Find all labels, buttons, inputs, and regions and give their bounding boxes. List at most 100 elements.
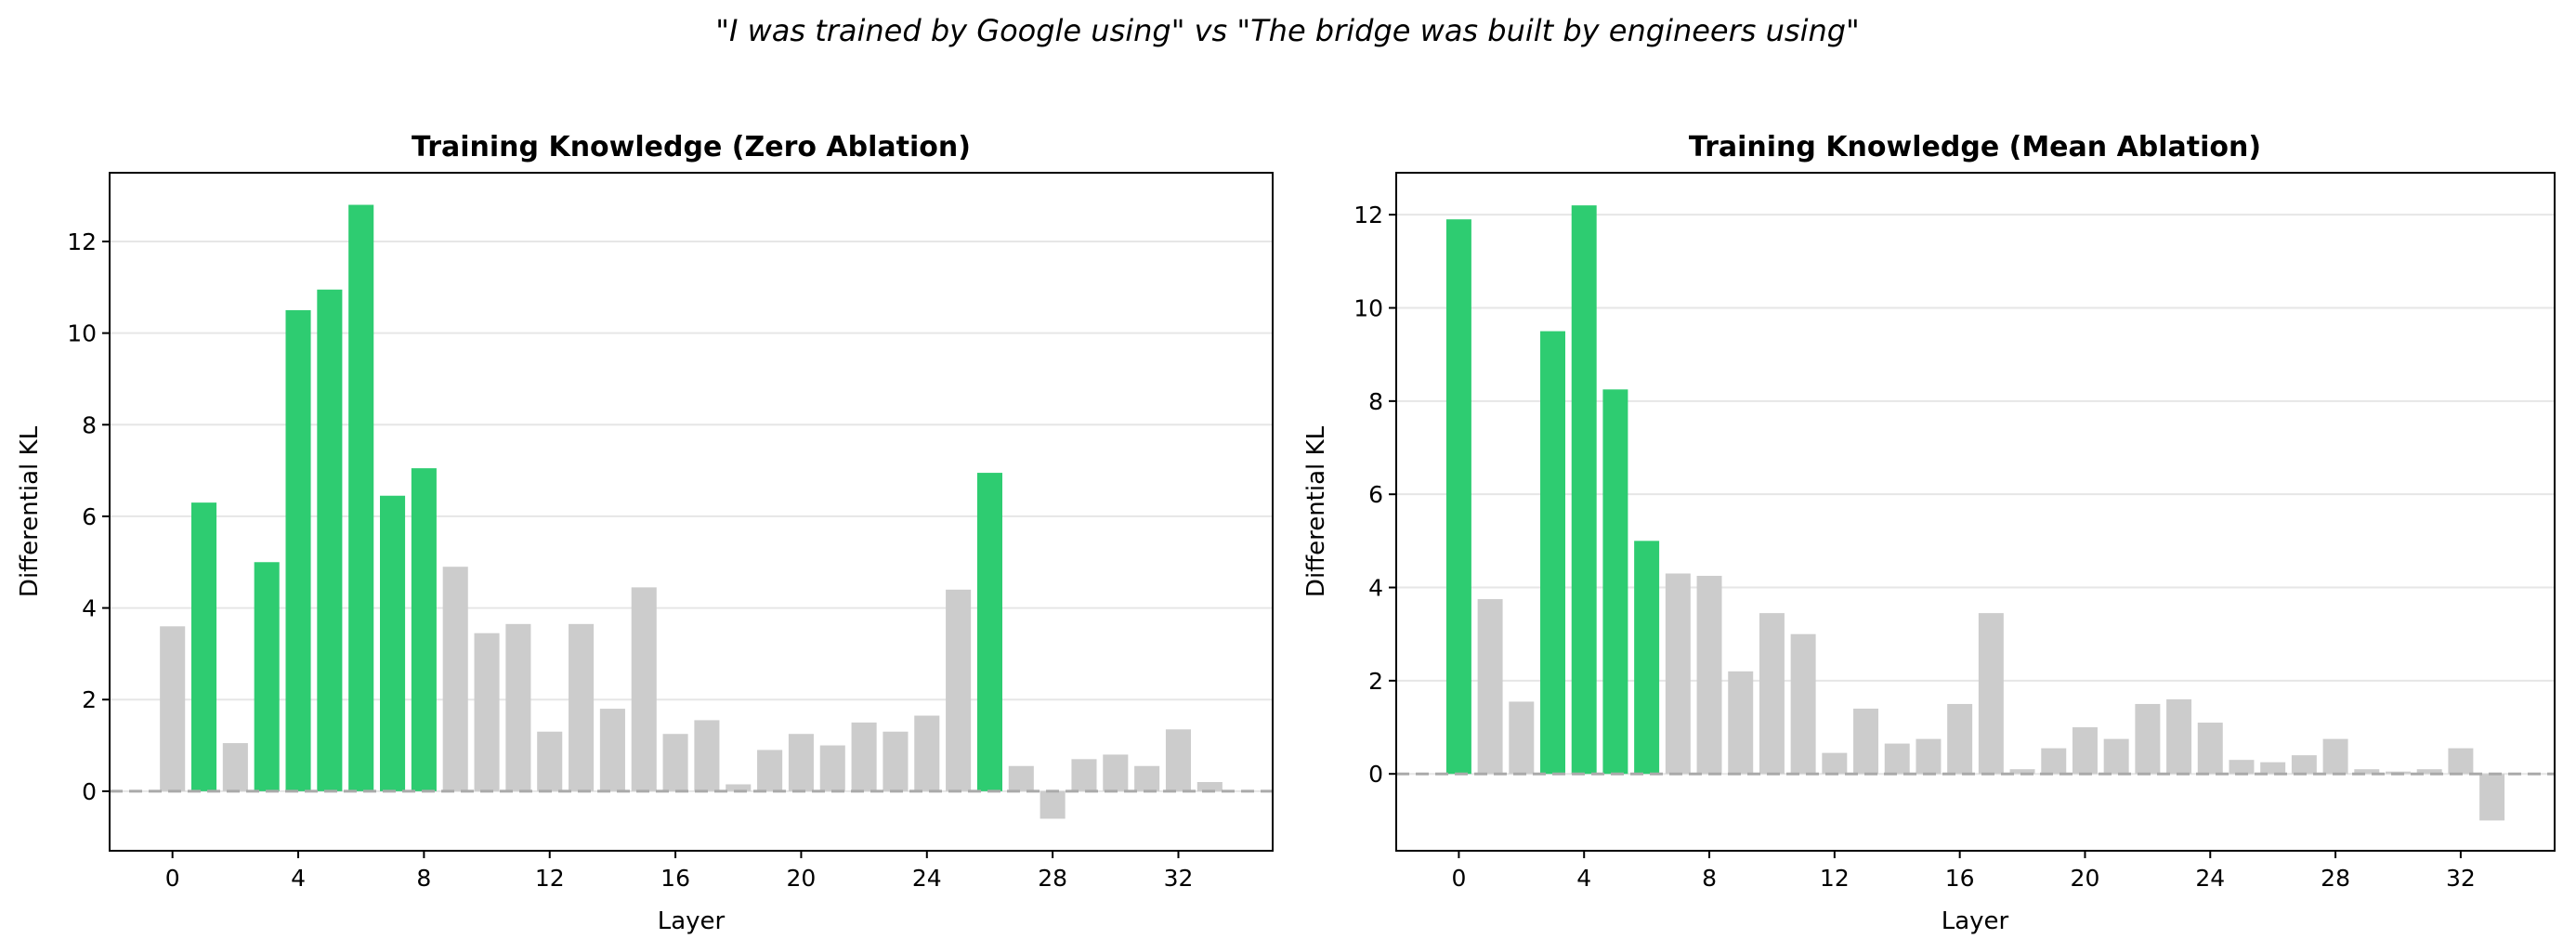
bar-highlighted xyxy=(1445,219,1471,775)
bar xyxy=(694,720,720,791)
x-tick-label: 12 xyxy=(1820,865,1850,892)
bar xyxy=(946,589,972,791)
x-tick-label: 24 xyxy=(2195,865,2225,892)
x-tick-label: 20 xyxy=(2071,865,2100,892)
bar xyxy=(1759,613,1785,775)
x-tick-label: 28 xyxy=(2321,865,2350,892)
x-tick-label: 0 xyxy=(165,865,180,892)
bar xyxy=(883,731,909,791)
bar xyxy=(2479,774,2505,821)
bar xyxy=(1947,703,1973,775)
y-tick-label: 8 xyxy=(82,411,97,438)
bar xyxy=(442,567,468,791)
bar xyxy=(1728,671,1754,775)
bar xyxy=(1822,752,1848,775)
x-tick-label: 32 xyxy=(2446,865,2476,892)
x-tick-label: 8 xyxy=(416,865,431,892)
bar xyxy=(1790,633,1816,775)
panel-mean-ablation: Training Knowledge (Mean Ablation) Layer… xyxy=(1302,131,2556,935)
bar xyxy=(1853,708,1879,775)
bar xyxy=(222,743,248,791)
bar xyxy=(2166,698,2192,775)
x-tick-label: 16 xyxy=(660,865,690,892)
bar-highlighted xyxy=(317,289,343,791)
bar-highlighted xyxy=(190,502,217,791)
x-axis-label: Layer xyxy=(658,907,726,935)
bar-highlighted xyxy=(1634,541,1660,775)
bar xyxy=(1071,759,1097,791)
bar-highlighted xyxy=(1540,331,1565,775)
y-tick-label: 0 xyxy=(82,778,97,805)
bar xyxy=(2260,762,2286,775)
bar xyxy=(2354,769,2380,775)
bar-highlighted xyxy=(380,495,406,791)
y-tick-label: 2 xyxy=(1368,668,1383,695)
y-axis-label: Differential KL xyxy=(16,425,44,597)
bar xyxy=(2072,727,2098,775)
bar xyxy=(2291,755,2317,775)
x-tick-label: 16 xyxy=(1945,865,1975,892)
y-tick-label: 4 xyxy=(82,595,97,622)
x-tick-label: 0 xyxy=(1451,865,1466,892)
bar xyxy=(1978,613,2004,775)
y-tick-label: 6 xyxy=(1368,481,1383,508)
x-tick-label: 20 xyxy=(787,865,817,892)
bar xyxy=(662,734,688,791)
bar xyxy=(2135,703,2161,775)
y-tick-label: 6 xyxy=(82,503,97,530)
bar xyxy=(474,632,500,791)
bar xyxy=(1008,765,1034,791)
bar-highlighted xyxy=(976,473,1002,791)
bar xyxy=(1134,765,1160,791)
bar xyxy=(2103,738,2129,775)
y-tick-label: 8 xyxy=(1368,388,1383,415)
y-tick-label: 12 xyxy=(1353,202,1383,228)
panel-title: Training Knowledge (Zero Ablation) xyxy=(412,131,971,163)
y-tick-label: 12 xyxy=(67,228,97,255)
bar xyxy=(1477,599,1503,775)
panel-zero-ablation: Training Knowledge (Zero Ablation) Layer… xyxy=(16,131,1274,935)
bar xyxy=(1040,790,1066,819)
bar xyxy=(2448,748,2474,775)
x-tick-label: 4 xyxy=(291,865,306,892)
panel-title: Training Knowledge (Mean Ablation) xyxy=(1689,131,2261,163)
y-tick-label: 10 xyxy=(67,320,97,347)
x-tick-label: 28 xyxy=(1038,865,1067,892)
bar xyxy=(537,731,563,791)
bar xyxy=(1884,743,1910,775)
bar-highlighted xyxy=(254,562,280,791)
bar-highlighted xyxy=(1602,389,1628,775)
bar xyxy=(2416,769,2442,775)
bar xyxy=(2197,723,2223,775)
bar xyxy=(160,626,186,791)
bar xyxy=(1103,754,1129,791)
suptitle: "I was trained by Google using" vs "The … xyxy=(715,13,1860,48)
bar xyxy=(2041,748,2067,775)
x-tick-label: 8 xyxy=(1702,865,1717,892)
bar-highlighted xyxy=(1571,205,1597,775)
bar-highlighted xyxy=(348,204,374,791)
bar xyxy=(1509,701,1535,775)
x-axis-label: Layer xyxy=(1942,907,2009,935)
bar xyxy=(2009,769,2035,775)
x-tick-label: 24 xyxy=(912,865,942,892)
bar-highlighted xyxy=(285,309,311,791)
bar xyxy=(569,623,595,791)
x-tick-label: 32 xyxy=(1164,865,1194,892)
bar xyxy=(819,745,845,791)
y-axis-label: Differential KL xyxy=(1302,425,1330,597)
y-tick-label: 0 xyxy=(1368,761,1383,788)
y-tick-label: 2 xyxy=(82,686,97,713)
bar xyxy=(1196,782,1223,791)
bar xyxy=(631,587,657,791)
bar xyxy=(2229,760,2255,775)
bar xyxy=(726,784,752,791)
bar xyxy=(1665,573,1691,775)
y-tick-label: 4 xyxy=(1368,575,1383,602)
bar xyxy=(599,709,625,791)
bar-highlighted xyxy=(411,468,437,791)
x-tick-label: 12 xyxy=(535,865,565,892)
bar xyxy=(505,623,531,791)
bar xyxy=(757,750,783,791)
